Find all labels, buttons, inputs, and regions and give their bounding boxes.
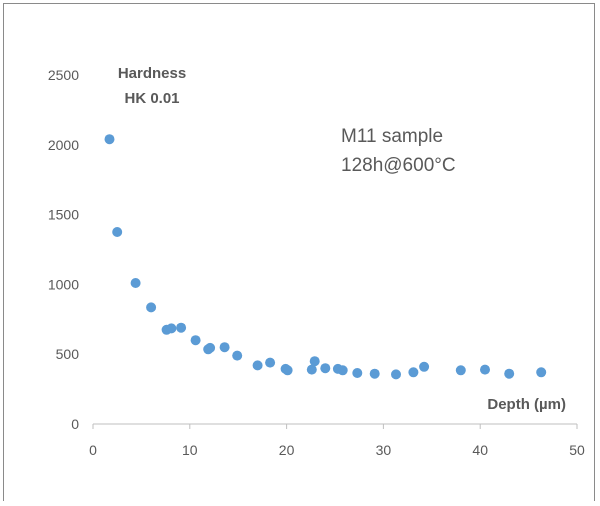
y-tick-label: 500: [56, 346, 80, 362]
data-point: [282, 365, 293, 376]
y-tick-label: 1000: [48, 276, 79, 292]
data-point: [369, 368, 380, 379]
data-point: [252, 360, 263, 371]
x-tick-label: 10: [182, 442, 198, 458]
data-point: [166, 323, 177, 334]
data-point: [536, 367, 547, 378]
data-point: [419, 361, 430, 372]
y-axis-title-line1: Hardness: [118, 65, 186, 82]
data-point: [337, 365, 348, 376]
y-axis-title-line2: HK 0.01: [124, 90, 179, 107]
y-axis-ticks: 0 500 1000 1500 2000 2500: [48, 67, 79, 432]
y-tick-label: 1500: [48, 207, 79, 223]
chart-frame: [3, 3, 595, 501]
data-point: [130, 278, 141, 288]
data-point: [265, 357, 276, 368]
data-point: [352, 368, 363, 378]
data-point: [112, 227, 123, 237]
y-tick-label: 0: [71, 416, 79, 432]
data-point: [408, 367, 419, 378]
data-point: [391, 369, 401, 380]
x-tick-label: 50: [569, 442, 585, 458]
data-point: [190, 335, 201, 346]
y-tick-label: 2500: [48, 67, 79, 83]
data-point: [205, 342, 216, 353]
x-tick-label: 20: [279, 442, 295, 458]
data-point: [320, 363, 331, 374]
x-axis-ticks: 0 10 20 30 40 50: [89, 424, 585, 458]
x-tick-label: 40: [472, 442, 488, 458]
annotation-sample: M11 sample: [341, 126, 443, 147]
data-point: [176, 322, 187, 333]
data-point: [309, 356, 320, 367]
data-point: [104, 134, 115, 145]
data-point: [455, 365, 466, 376]
data-points: [104, 134, 547, 380]
data-point: [232, 350, 243, 361]
data-point: [306, 364, 317, 375]
x-tick-label: 30: [376, 442, 392, 458]
x-tick-label: 0: [89, 442, 97, 458]
data-point: [219, 342, 230, 353]
annotation-condition: 128h@600°C: [341, 155, 456, 176]
data-point: [146, 302, 157, 313]
data-point: [480, 364, 490, 375]
data-point: [504, 368, 515, 379]
y-tick-label: 2000: [48, 137, 79, 153]
x-axis-title: Depth (µm): [487, 396, 566, 413]
